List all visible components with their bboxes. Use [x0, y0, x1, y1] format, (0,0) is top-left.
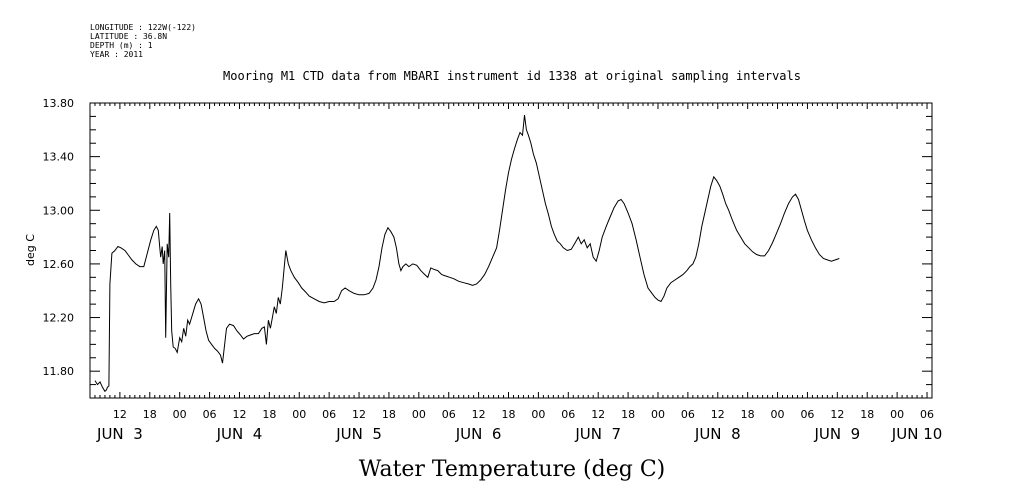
x-tick-label: 06	[322, 408, 336, 421]
x-tick-label: 12	[830, 408, 844, 421]
x-tick-label: 06	[561, 408, 575, 421]
x-tick-label: 18	[621, 408, 635, 421]
metadata-block: LONGITUDE : 122W(-122) LATITUDE : 36.8N …	[90, 23, 196, 59]
x-axis-label: Water Temperature (deg C)	[359, 457, 666, 482]
plot-frame	[89, 102, 933, 399]
date-label: JUN 8	[694, 425, 741, 443]
x-tick-label: 06	[920, 408, 934, 421]
y-tick-label: 13.80	[43, 97, 75, 110]
x-tick-label: 06	[442, 408, 456, 421]
x-tick-label: 00	[651, 408, 665, 421]
x-tick-label: 12	[472, 408, 486, 421]
x-tick-label: 00	[531, 408, 545, 421]
date-label: JUN 10	[891, 425, 942, 443]
x-tick-label: 06	[800, 408, 814, 421]
x-tick-label: 18	[143, 408, 157, 421]
x-tick-label: 00	[292, 408, 306, 421]
y-axis-label: deg C	[24, 234, 37, 266]
x-tick-label: 12	[591, 408, 605, 421]
y-tick-labels: 11.80 12.20 12.60 13.00 13.40 13.80	[43, 97, 75, 378]
x-tick-label: 00	[412, 408, 426, 421]
water-temperature-line	[94, 115, 840, 393]
date-label: JUN 4	[216, 425, 263, 443]
x-tick-label: 18	[502, 408, 516, 421]
date-label: JUN 5	[335, 425, 382, 443]
x-tick-label: 00	[173, 408, 187, 421]
tick-marks	[89, 102, 933, 399]
date-label: JUN 6	[455, 425, 502, 443]
y-tick-label: 13.40	[43, 151, 75, 164]
date-label: JUN 3	[96, 425, 143, 443]
date-labels: JUN 3 JUN 4 JUN 5 JUN 6 JUN 7 JUN 8 JUN 9 JUN 1…	[96, 425, 942, 443]
x-tick-label: 06	[681, 408, 695, 421]
x-tick-labels: 12 18 00 06 12 18 00 06 12 18 00 06 12 18 00 06 12 18 00 06…	[113, 408, 934, 421]
x-tick-label: 18	[262, 408, 276, 421]
latitude-text: LATITUDE : 36.8N	[90, 32, 167, 41]
x-tick-label: 12	[711, 408, 725, 421]
depth-text: DEPTH (m) : 1	[90, 41, 153, 50]
x-tick-label: 00	[771, 408, 785, 421]
y-tick-label: 12.60	[43, 258, 75, 271]
x-tick-label: 18	[741, 408, 755, 421]
x-tick-label: 18	[382, 408, 396, 421]
date-label: JUN 9	[813, 425, 860, 443]
year-text: YEAR : 2011	[90, 50, 143, 59]
x-tick-label: 12	[113, 408, 127, 421]
x-tick-label: 12	[232, 408, 246, 421]
chart-title: Mooring M1 CTD data from MBARI instrumen…	[223, 69, 801, 83]
y-tick-label: 13.00	[43, 204, 75, 217]
y-tick-label: 12.20	[43, 312, 75, 325]
y-tick-label: 11.80	[43, 365, 75, 378]
longitude-text: LONGITUDE : 122W(-122)	[90, 23, 196, 32]
x-tick-label: 06	[203, 408, 217, 421]
x-tick-label: 00	[890, 408, 904, 421]
date-label: JUN 7	[574, 425, 621, 443]
x-tick-label: 18	[860, 408, 874, 421]
x-tick-label: 12	[352, 408, 366, 421]
